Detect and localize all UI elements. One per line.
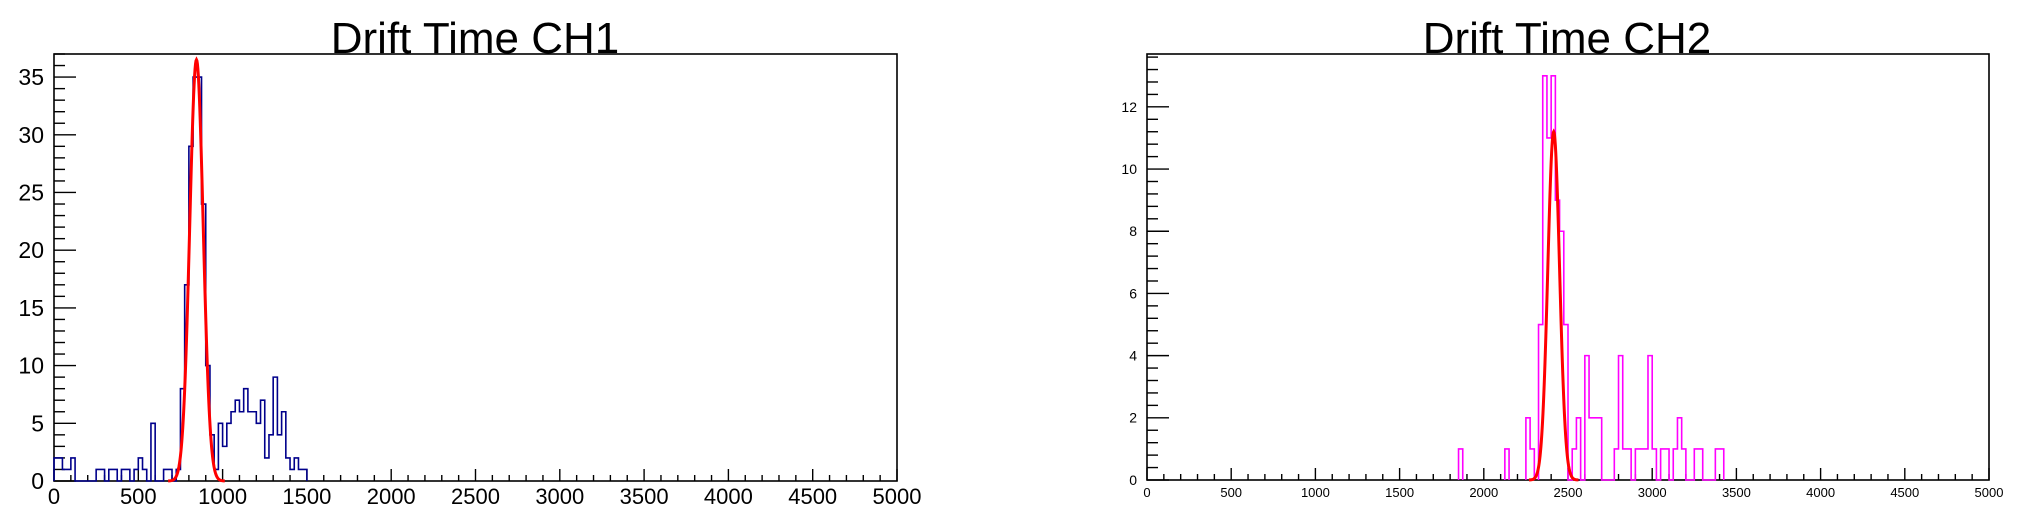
x-tick-label: 4500 (788, 484, 837, 509)
x-tick-label: 0 (48, 484, 60, 509)
histogram-series-ch2 (1457, 74, 1725, 481)
x-tick-label: 5000 (873, 484, 922, 509)
x-tick-label: 4000 (704, 484, 753, 509)
x-tick-label: 2500 (1554, 485, 1583, 500)
y-tick-label: 10 (1121, 161, 1137, 177)
chart-title-ch1: Drift Time CH1 (331, 14, 619, 63)
x-tick-label: 1000 (1301, 485, 1330, 500)
x-tick-label: 4500 (1890, 485, 1919, 500)
drift-time-ch2-panel: Drift Time CH2 0 500 1000 1500 2000 2500 3000 3… (1121, 14, 2003, 500)
y-tick-labels-ch1: 0 5 10 15 20 25 30 35 (18, 64, 44, 494)
y-tick-label: 15 (18, 295, 44, 321)
chart-title-ch2: Drift Time CH2 (1423, 14, 1711, 63)
x-tick-label: 2500 (451, 484, 500, 509)
gaussian-fit-curve-ch2 (1528, 128, 1579, 482)
y-tick-label: 10 (18, 353, 44, 379)
y-tick-label: 6 (1129, 285, 1137, 301)
y-tick-label: 12 (1121, 99, 1137, 115)
x-tick-label: 4000 (1806, 485, 1835, 500)
x-tick-label: 3500 (1722, 485, 1751, 500)
x-tick-label: 3000 (535, 484, 584, 509)
x-tick-label: 1500 (282, 484, 331, 509)
x-tick-labels-ch1: 0 500 1000 1500 2000 2500 3000 3500 4000 4500 5000 (48, 484, 922, 509)
x-tick-label: 2000 (1469, 485, 1498, 500)
y-tick-label: 0 (31, 468, 44, 494)
y-tick-label: 0 (1129, 472, 1137, 488)
y-tick-label: 5 (31, 410, 44, 436)
x-tick-label: 5000 (1975, 485, 2004, 500)
x-tick-labels-ch2: 0 500 1000 1500 2000 2500 3000 3500 4000 4500 5000 (1143, 485, 2003, 500)
x-tick-label: 500 (1220, 485, 1242, 500)
y-tick-label: 35 (18, 64, 44, 90)
x-tick-label: 500 (120, 484, 157, 509)
x-tick-label: 3000 (1638, 485, 1667, 500)
y-tick-label: 30 (18, 122, 44, 148)
y-tick-labels-ch2: 0 2 4 6 8 10 12 (1121, 99, 1137, 488)
y-tick-label: 20 (18, 237, 44, 263)
y-tick-label: 8 (1129, 223, 1137, 239)
x-tick-label: 1000 (198, 484, 247, 509)
y-tick-label: 4 (1129, 348, 1137, 364)
y-tick-label: 2 (1129, 410, 1137, 426)
x-tick-label: 0 (1143, 485, 1150, 500)
gaussian-fit-curve-ch1 (168, 56, 225, 483)
x-tick-label: 1500 (1385, 485, 1414, 500)
y-tick-label: 25 (18, 180, 44, 206)
x-tick-label: 2000 (367, 484, 416, 509)
x-tick-label: 3500 (620, 484, 669, 509)
drift-time-ch1-panel: Drift Time CH1 0 500 1000 1500 2000 2500 3000 3… (18, 14, 921, 509)
